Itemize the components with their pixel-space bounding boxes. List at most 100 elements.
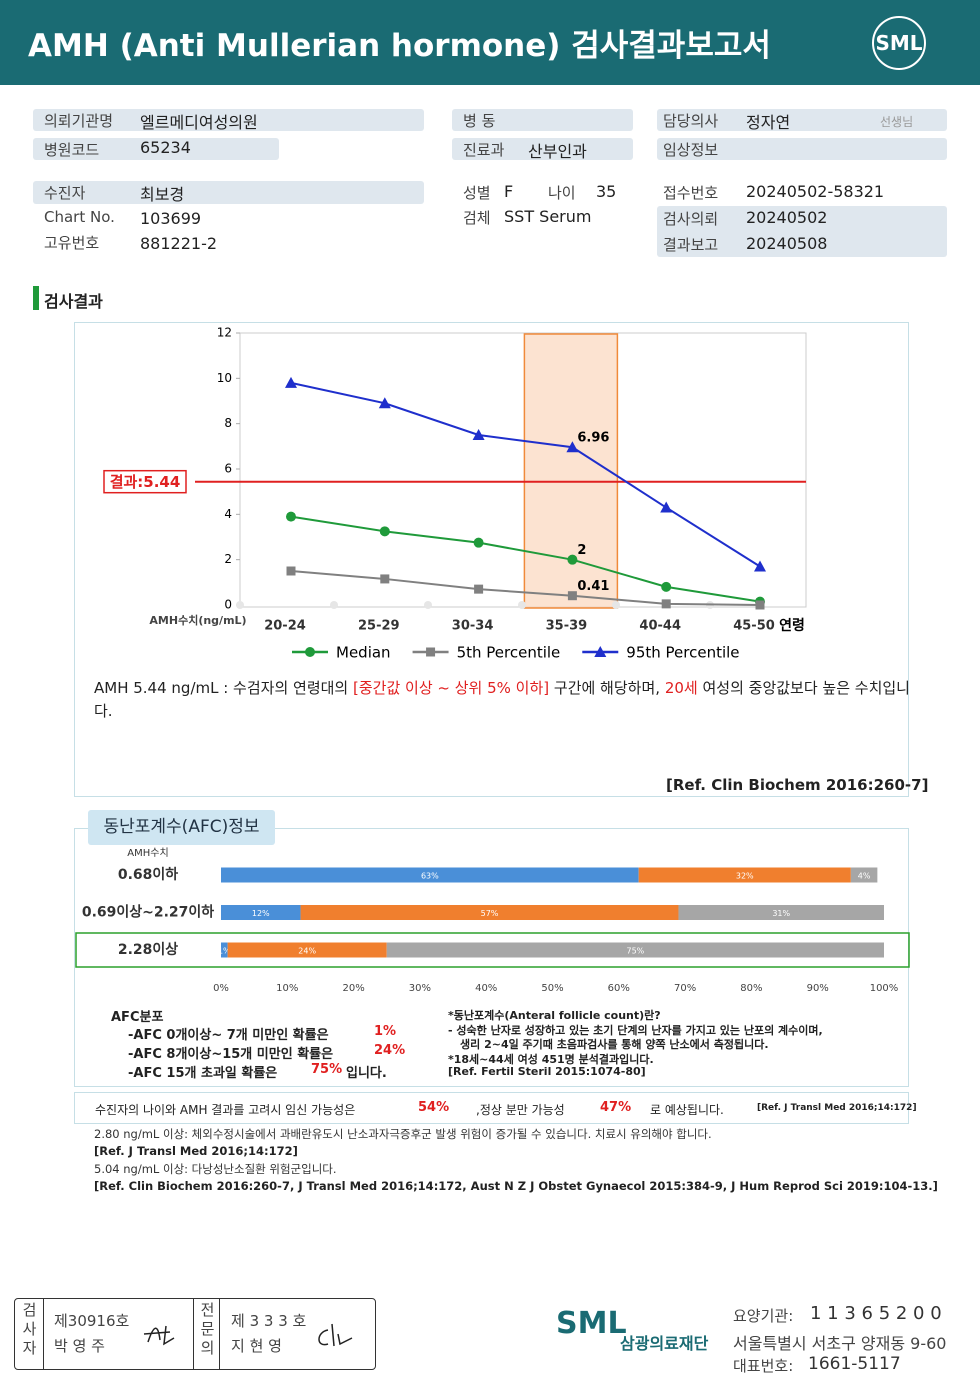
bar-label: 4% bbox=[858, 872, 871, 881]
x-tick-label: 25-29 bbox=[358, 619, 400, 634]
marker bbox=[566, 441, 579, 453]
bar-segment bbox=[221, 867, 639, 883]
marker bbox=[378, 397, 391, 409]
value: 정자연 bbox=[746, 113, 791, 132]
info-box bbox=[657, 109, 947, 131]
y-axis-label: AMH수치(ng/mL) bbox=[149, 613, 246, 627]
plot-frame bbox=[239, 332, 807, 608]
label: 결과보고 bbox=[663, 236, 719, 254]
reference: [Ref. Clin Biochem 2016:260-7] bbox=[666, 776, 929, 794]
y-tick-label: 8 bbox=[224, 416, 232, 430]
category-label: 0.69이상~2.27이하 bbox=[82, 904, 214, 921]
legend-label: Median bbox=[336, 644, 391, 662]
afc-dist-title: AFC분포 bbox=[111, 1010, 164, 1025]
series-line bbox=[290, 381, 761, 568]
x-tick-label: 35-39 bbox=[546, 619, 588, 634]
x-tick-label: 40% bbox=[475, 983, 497, 994]
legend-label: 5th Percentile bbox=[457, 644, 561, 662]
y-tick-label: 12 bbox=[217, 326, 232, 340]
label: 고유번호 bbox=[44, 234, 100, 252]
value: 1661-5117 bbox=[808, 1354, 901, 1374]
signature-box bbox=[14, 1298, 376, 1370]
interpretation: AMH 5.44 ng/mL : 수검자의 연령대의 [중간값 이상 ~ 상위 … bbox=[94, 677, 914, 723]
value: 20240502-58321 bbox=[746, 182, 885, 201]
marker bbox=[661, 581, 672, 592]
value: F bbox=[504, 182, 514, 201]
marker bbox=[286, 511, 296, 522]
prognosis-text: 수진자의 나이와 AMH 결과를 고려시 임신 가능성은 bbox=[95, 1103, 356, 1117]
text: 여성의 중앙값보다 높은 수치입니다. bbox=[94, 679, 910, 720]
examiner-label: 검사자 bbox=[20, 1302, 38, 1359]
data-label: 0.41 bbox=[577, 579, 609, 594]
bar-segment bbox=[638, 867, 851, 883]
bar-label: 32% bbox=[736, 872, 754, 881]
bar-label: 57% bbox=[481, 909, 499, 918]
license: 제30916호 bbox=[54, 1312, 130, 1330]
highlight-band bbox=[523, 333, 619, 609]
text: AMH 5.44 ng/mL : 수검자의 연령대의 bbox=[94, 679, 353, 697]
info-box bbox=[657, 206, 947, 257]
signatures bbox=[143, 1323, 353, 1347]
note: *18세~44세 여성 451명 분석결과입니다. bbox=[448, 1052, 654, 1066]
highlight-row bbox=[75, 932, 910, 968]
data-label: 6.96 bbox=[577, 431, 609, 446]
label: 진료과 bbox=[463, 141, 505, 159]
dist-text: -AFC 15개 초과일 확률은 bbox=[128, 1066, 278, 1081]
label: 임상정보 bbox=[663, 141, 719, 159]
y-tick-label: 4 bbox=[224, 507, 232, 521]
emphasis: 20세 bbox=[664, 679, 698, 697]
bar-label: 75% bbox=[626, 947, 644, 956]
series-line bbox=[290, 570, 761, 606]
emphasis: [중간값 이상 ~ 상위 5% 이하] bbox=[353, 679, 550, 697]
reference-label: 결과:5.44 bbox=[110, 473, 181, 491]
label: 병 동 bbox=[463, 112, 496, 130]
dist-value: 75% bbox=[311, 1062, 343, 1077]
note: *동난포계수(Anteral follicle count)란? bbox=[448, 1009, 661, 1022]
label: 검사의뢰 bbox=[663, 210, 719, 228]
info-box bbox=[33, 138, 279, 160]
value: 1 1 3 6 5 2 0 0 bbox=[810, 1303, 942, 1324]
marker bbox=[472, 429, 485, 440]
info-box bbox=[452, 138, 633, 160]
marker bbox=[380, 574, 390, 584]
data-label: 2 bbox=[577, 543, 586, 558]
prognosis-value: 54% bbox=[418, 1100, 450, 1115]
org-logo: SML bbox=[556, 1306, 627, 1341]
marker bbox=[755, 600, 765, 610]
legend-label: 95th Percentile bbox=[626, 644, 739, 662]
series-line bbox=[290, 515, 761, 603]
marker bbox=[379, 526, 390, 537]
label: 요양기관: bbox=[733, 1307, 794, 1325]
y-axis-label: AMH수치 bbox=[127, 847, 168, 859]
chart-panel bbox=[74, 322, 909, 797]
x-tick-label: 90% bbox=[807, 983, 829, 994]
value: 881221-2 bbox=[140, 234, 218, 253]
y-tick-label: 2 bbox=[224, 552, 232, 566]
bar-label: 63% bbox=[421, 872, 439, 881]
value: 엘르메디여성의원 bbox=[140, 113, 258, 132]
x-tick-label: 45-50 bbox=[733, 619, 775, 634]
label: 검체 bbox=[463, 209, 491, 227]
x-tick-label: 0% bbox=[213, 983, 229, 994]
bar-segment bbox=[227, 942, 387, 958]
footnote-ref: [Ref. J Transl Med 2016;14:172] bbox=[94, 1143, 298, 1158]
x-tick-label: 70% bbox=[674, 983, 696, 994]
name: 박 영 주 bbox=[54, 1337, 105, 1355]
prognosis-value: 47% bbox=[600, 1100, 632, 1115]
bar-segment bbox=[850, 867, 878, 883]
bar-segment bbox=[221, 905, 301, 920]
bar-segment bbox=[678, 905, 884, 920]
reference-label-box bbox=[103, 469, 187, 494]
info-box bbox=[452, 109, 633, 131]
x-tick-label: 60% bbox=[608, 983, 630, 994]
label: 나이 bbox=[548, 184, 576, 202]
x-grid-dot bbox=[236, 601, 244, 609]
logo: SML bbox=[872, 16, 926, 70]
bar-label: 12% bbox=[252, 909, 270, 918]
x-tick-label: 80% bbox=[740, 983, 762, 994]
license: 제 3 3 3 호 bbox=[231, 1312, 307, 1330]
info-box bbox=[33, 109, 424, 131]
value: SST Serum bbox=[504, 207, 592, 226]
bar-label: 24% bbox=[298, 947, 316, 956]
